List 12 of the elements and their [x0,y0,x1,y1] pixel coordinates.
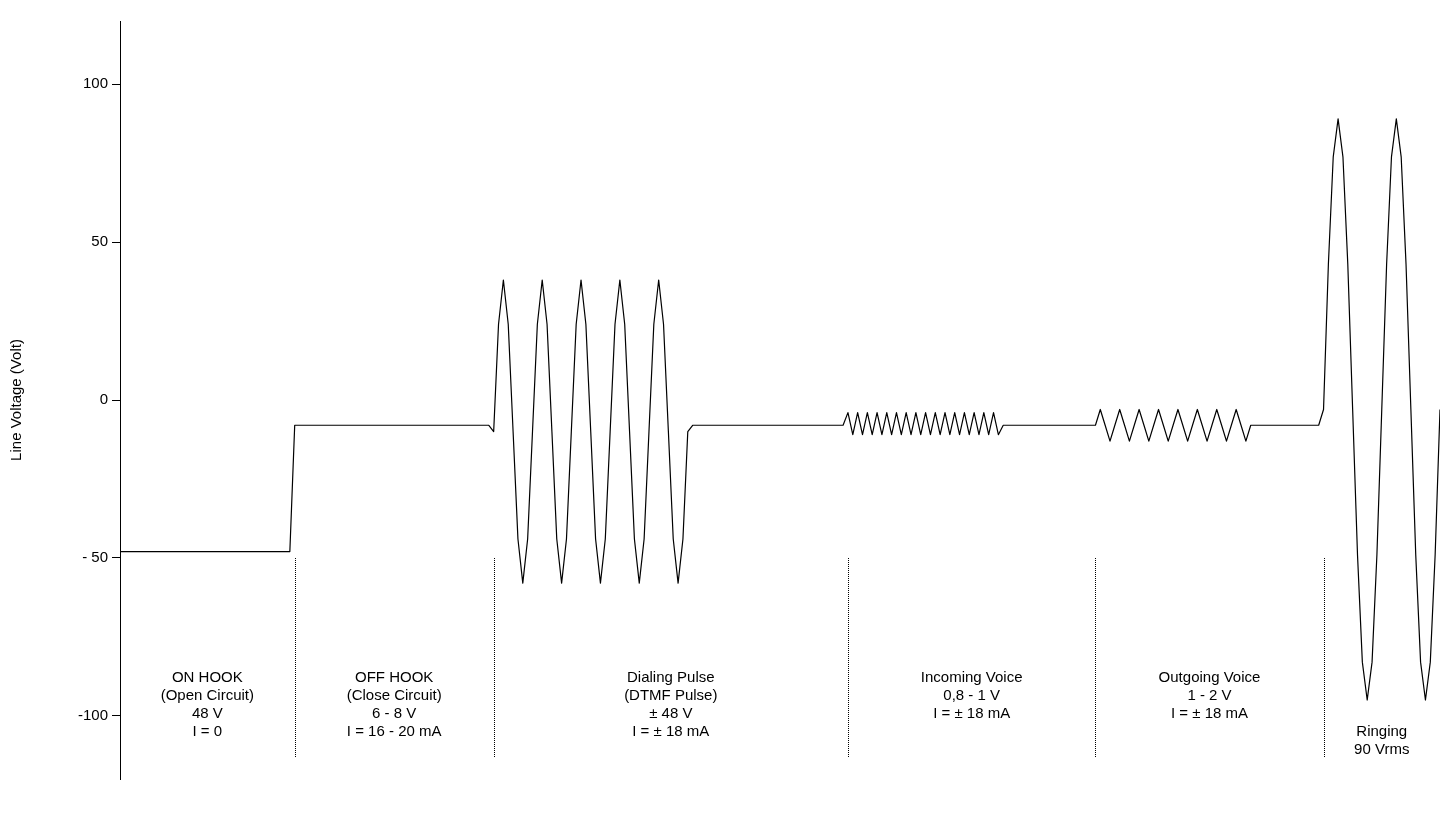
annotation: OFF HOOK (Close Circuit) 6 - 8 V I = 16 - 20 mA [345,668,443,741]
annotation: Dialing Pulse (DTMF Pulse) ± 48 V I = ± 18 mA [623,668,719,741]
y-axis-title: Line Voltage (Volt) [7,339,25,461]
y-tick-label: 0 [99,390,108,408]
annotation: Incoming Voice 0,8 - 1 V I = ± 18 mA [919,668,1024,723]
y-tick-label: 50 [91,232,108,250]
y-tick-label: -100 [77,705,108,723]
annotation: Ringing 90 Vrms [1353,722,1411,759]
y-tick-label: 100 [82,74,108,92]
annotation: ON HOOK (Open Circuit) 48 V I = 0 [159,668,255,741]
annotation: Outgoing Voice 1 - 2 V I = ± 18 mA [1157,668,1262,723]
y-tick-label: - 50 [82,548,108,566]
